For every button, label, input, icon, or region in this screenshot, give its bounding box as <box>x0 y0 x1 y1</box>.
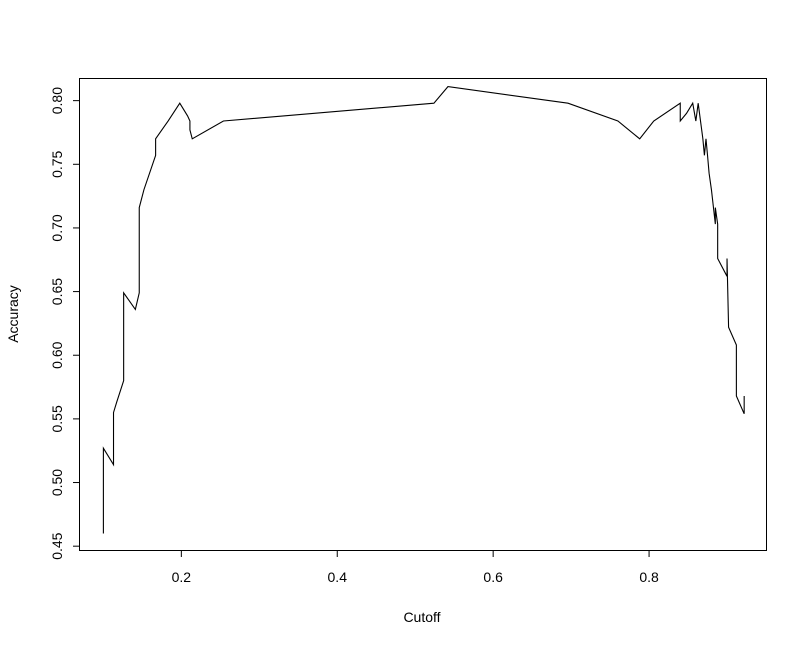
plot-frame <box>79 78 767 551</box>
x-tick-label: 0.4 <box>328 569 348 585</box>
series-line <box>102 86 745 534</box>
y-tick-label: 0.55 <box>49 405 65 432</box>
y-axis-ticks: 0.45 0.50 0.55 0.60 0.65 0.70 0.75 0.80 <box>49 87 80 560</box>
x-tick-label: 0.2 <box>172 569 192 585</box>
y-axis-title: Accuracy <box>5 285 21 343</box>
y-tick-label: 0.50 <box>49 469 65 496</box>
x-tick-label: 0.6 <box>483 569 503 585</box>
y-tick-label: 0.45 <box>49 532 65 559</box>
y-tick-label: 0.80 <box>49 87 65 114</box>
x-tick-label: 0.8 <box>639 569 659 585</box>
x-axis-title: Cutoff <box>403 609 440 625</box>
y-tick-label: 0.70 <box>49 214 65 241</box>
x-axis-ticks: 0.2 0.4 0.6 0.8 <box>172 550 659 585</box>
y-tick-label: 0.60 <box>49 341 65 368</box>
y-tick-label: 0.65 <box>49 278 65 305</box>
y-tick-label: 0.75 <box>49 150 65 177</box>
